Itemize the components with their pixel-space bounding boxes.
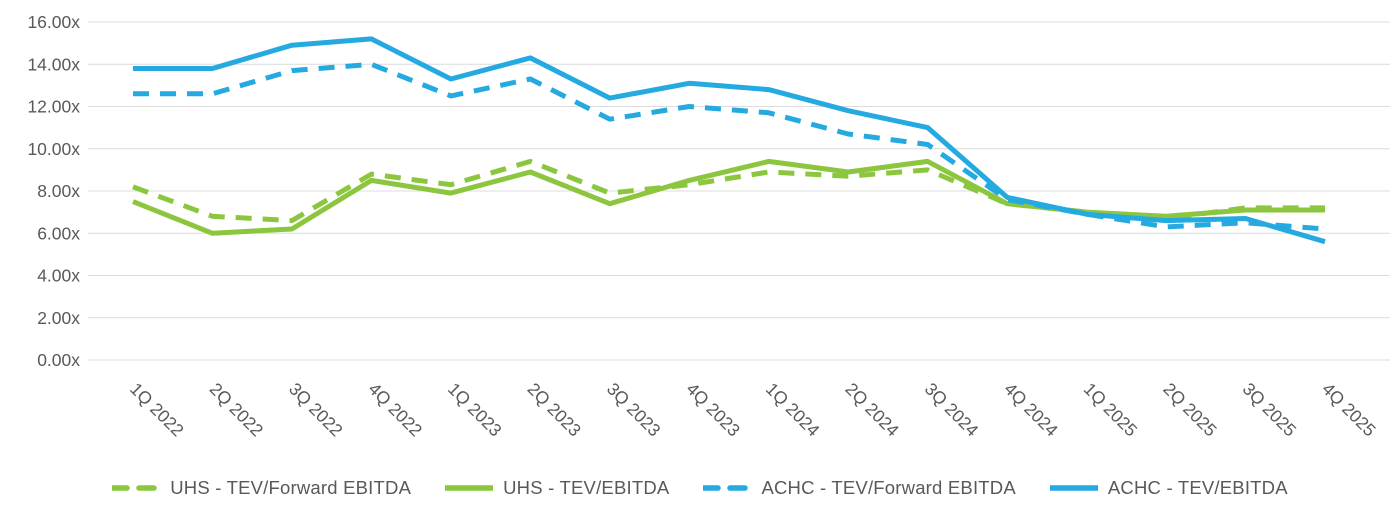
y-axis-tick-label: 6.00x — [37, 223, 80, 243]
legend-item-achc-forward-ebitda: ACHC - TEV/Forward EBITDA — [703, 477, 1016, 499]
x-axis-tick-label: 1Q 2022 — [126, 379, 188, 441]
x-axis-tick-label: 2Q 2022 — [206, 379, 268, 441]
series-line-achc-tev-forward-ebitda — [133, 61, 1326, 232]
legend-label: ACHC - TEV/EBITDA — [1107, 477, 1288, 498]
y-axis-tick-label: 4.00x — [37, 266, 80, 286]
y-axis-tick-label: 0.00x — [37, 350, 80, 370]
y-axis-tick-label: 8.00x — [37, 181, 80, 201]
legend-label: UHS - TEV/EBITDA — [503, 477, 670, 498]
x-axis-tick-label: 2Q 2024 — [841, 379, 903, 441]
legend-label: ACHC - TEV/Forward EBITDA — [761, 477, 1016, 498]
legend-swatch-blue-solid-icon — [1049, 485, 1098, 491]
x-axis-tick-label: 1Q 2024 — [762, 379, 824, 441]
x-axis-tick-label: 1Q 2023 — [444, 379, 506, 441]
legend-item-uhs-forward-ebitda: UHS - TEV/Forward EBITDA — [112, 477, 411, 499]
x-axis-tick-label: 4Q 2024 — [1000, 379, 1062, 441]
x-axis-tick-label: 4Q 2023 — [682, 379, 744, 441]
x-axis-tick-label: 4Q 2025 — [1318, 379, 1380, 441]
legend-swatch-green-solid-icon — [445, 485, 494, 491]
legend-label: UHS - TEV/Forward EBITDA — [170, 477, 412, 498]
series-line-achc-tev-ebitda — [133, 36, 1326, 245]
legend-swatch-green-dashed-icon — [112, 485, 161, 491]
x-axis-tick-label: 2Q 2023 — [524, 379, 586, 441]
x-axis-tick-label: 3Q 2025 — [1239, 379, 1301, 441]
legend-swatch-blue-dashed-icon — [703, 485, 752, 491]
y-axis-tick-label: 14.00x — [27, 54, 80, 74]
y-axis-tick-label: 12.00x — [27, 97, 80, 117]
line-chart: 16.00x 14.00x 12.00x 10.00x 8.00x 6.00x 4.00x 2… — [27, 12, 1390, 441]
chart-legend: UHS - TEV/Forward EBITDA UHS - TEV/EBITD… — [0, 462, 1400, 514]
y-axis-tick-label: 16.00x — [27, 12, 80, 32]
x-axis-tick-label: 3Q 2023 — [603, 379, 665, 441]
x-axis-tick-label: 3Q 2024 — [921, 379, 983, 441]
x-axis-tick-label: 4Q 2022 — [365, 379, 427, 441]
x-axis-tick-label: 2Q 2025 — [1159, 379, 1221, 441]
series-line-uhs-tev-ebitda — [132, 158, 1325, 236]
y-axis-tick-label: 2.00x — [37, 308, 80, 328]
legend-item-achc-ebitda: ACHC - TEV/EBITDA — [1049, 477, 1288, 499]
legend-item-uhs-ebitda: UHS - TEV/EBITDA — [445, 477, 669, 499]
x-axis-tick-label: 1Q 2025 — [1080, 379, 1142, 441]
x-axis-tick-label: 3Q 2022 — [285, 379, 347, 441]
y-axis-tick-label: 10.00x — [27, 139, 80, 159]
